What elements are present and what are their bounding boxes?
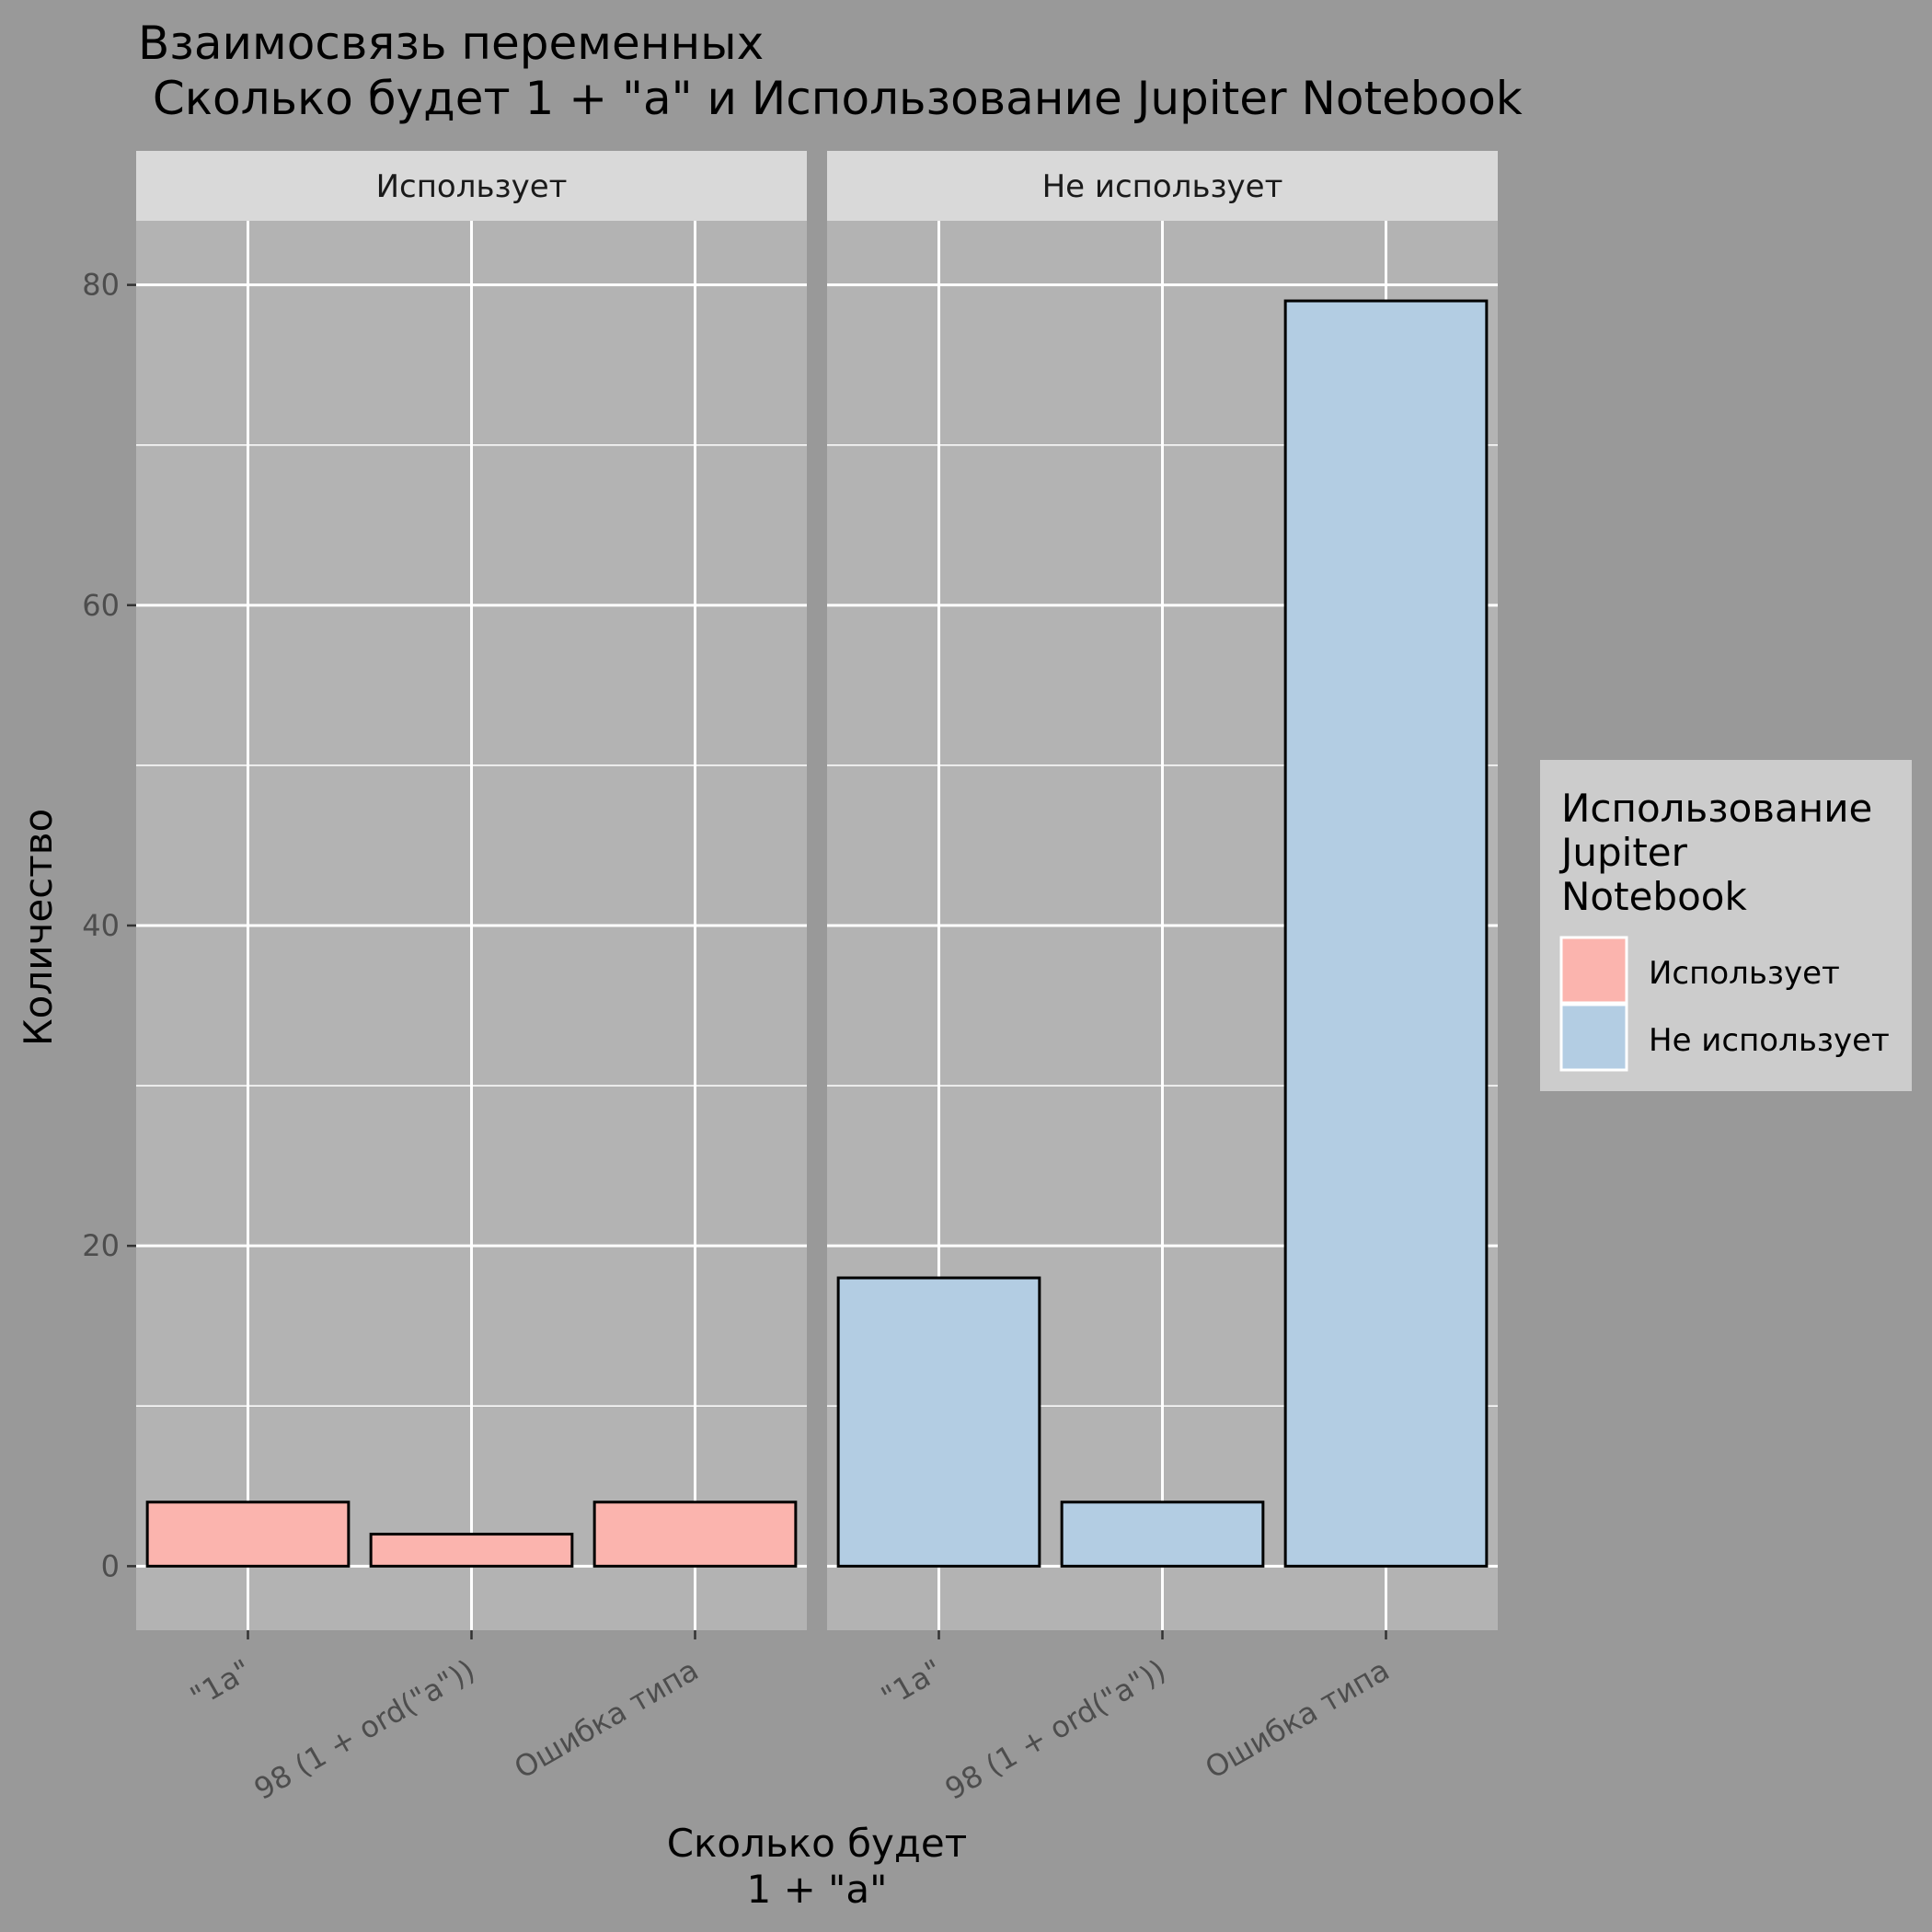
legend-label-uses: Использует (1649, 955, 1840, 992)
y-tick-label: 0 (101, 1548, 120, 1583)
chart-title-line2: Сколько будет 1 + "a" и Использование Ju… (138, 72, 1523, 125)
chart-title-line1: Взаимосвязь переменных (138, 17, 764, 70)
bar (145, 1501, 351, 1568)
legend-label-not-uses: Не использует (1649, 1022, 1890, 1059)
facet-panel-0: Использует"1a"98 (1 + ord("a")) Ошибка ти… (136, 151, 807, 1807)
legend-key-uses (1559, 936, 1628, 1005)
legend-title-line1: Использование (1561, 786, 1872, 831)
bar (369, 1533, 574, 1568)
y-axis: 0 20 40 60 80 (82, 268, 136, 1583)
bar (836, 1276, 1041, 1568)
facet-panels: Использует"1a"98 (1 + ord("a")) Ошибка ти… (136, 151, 1498, 1807)
facet-strip-label: Использует (376, 168, 568, 205)
x-axis-label-line1: Сколько будет (667, 1821, 968, 1866)
facet-strip (136, 151, 807, 221)
x-axis-label-line2: 1 + "a" (747, 1867, 888, 1912)
bar (1283, 299, 1489, 1568)
y-tick-label: 40 (82, 908, 120, 943)
facet-panel-1: Не использует"1a"98 (1 + ord("a")) Ошибка… (827, 151, 1498, 1807)
legend: Использование Jupiter Notebook Используе… (1540, 760, 1912, 1091)
bar (1060, 1501, 1265, 1568)
legend-title-line2: Jupiter (1558, 830, 1688, 875)
facet-strip-label: Не использует (1042, 168, 1283, 205)
y-tick-label: 80 (82, 268, 120, 303)
facet-strip (827, 151, 1498, 221)
y-axis-label: Количество (16, 809, 61, 1046)
y-tick-label: 20 (82, 1228, 120, 1263)
legend-title-line3: Notebook (1561, 874, 1747, 919)
bar (592, 1501, 798, 1568)
y-tick-label: 60 (82, 588, 120, 623)
legend-key-not-uses (1559, 1003, 1628, 1072)
